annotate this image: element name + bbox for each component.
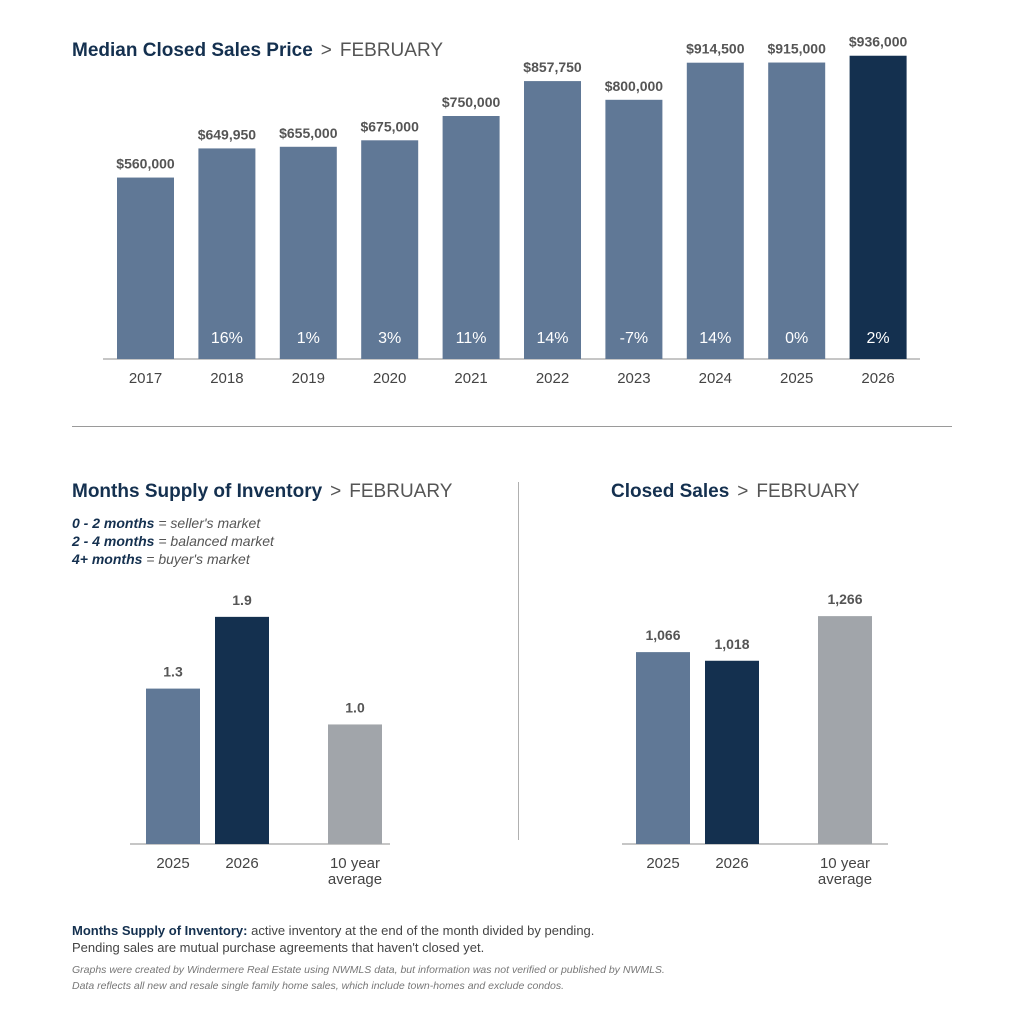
bar-value-label: $936,000 <box>849 34 908 50</box>
percent-change-label: 3% <box>378 330 401 347</box>
percent-change-label: 16% <box>211 330 243 347</box>
sales-title-month: FEBRUARY <box>756 481 860 502</box>
footnote-text: active inventory at the end of the month… <box>247 923 595 938</box>
percent-change-label: 0% <box>785 330 808 347</box>
bar <box>146 688 200 844</box>
x-tick-label: 2024 <box>699 370 732 387</box>
percent-change-label: -7% <box>620 330 648 347</box>
bar-value-label: $560,000 <box>116 156 175 172</box>
x-tick-label: 2021 <box>454 370 487 387</box>
price-title-text: Median Closed Sales Price <box>72 40 313 61</box>
legend-item: 0 - 2 months = seller's market <box>72 514 274 532</box>
bar <box>686 62 744 360</box>
legend-desc: = balanced market <box>154 533 274 549</box>
bar-value-label: $800,000 <box>605 78 664 94</box>
price-chart-title: Median Closed Sales Price > FEBRUARY <box>72 40 443 62</box>
bar <box>636 652 690 844</box>
disclaimer: Graphs were created by Windermere Real E… <box>72 962 665 994</box>
bar <box>279 146 337 359</box>
bar-value-label: $914,500 <box>686 41 745 57</box>
x-tick-label: 2023 <box>617 370 650 387</box>
bar <box>768 62 826 359</box>
percent-change-label: 14% <box>699 330 731 347</box>
bar <box>605 99 663 360</box>
footnote-line2: Pending sales are mutual purchase agreem… <box>72 940 485 955</box>
section-divider-vertical <box>518 482 519 840</box>
bar-value-label: $915,000 <box>767 41 826 57</box>
footnote: Months Supply of Inventory: active inven… <box>72 922 594 956</box>
x-tick-label: 2026 <box>861 370 894 387</box>
bar <box>442 116 500 359</box>
disclaimer-line1: Graphs were created by Windermere Real E… <box>72 964 665 976</box>
bar-value-label: 1,018 <box>714 636 749 652</box>
bar-value-label: 1.3 <box>163 664 183 680</box>
bar-value-label: 1.0 <box>345 699 365 715</box>
sales-title-text: Closed Sales <box>611 481 730 502</box>
bar <box>818 616 872 844</box>
bar-value-label: $857,750 <box>523 59 582 75</box>
bar <box>328 724 382 844</box>
price-title-separator: > <box>320 40 332 61</box>
x-tick-label: 2025 <box>780 370 813 387</box>
percent-change-label: 14% <box>536 330 568 347</box>
x-tick-label: 2025 <box>646 855 679 872</box>
x-tick-label: 2017 <box>129 370 162 387</box>
bar <box>524 81 581 360</box>
legend-range: 2 - 4 months <box>72 533 155 549</box>
bar-value-label: $750,000 <box>442 94 501 110</box>
inventory-chart-title: Months Supply of Inventory > FEBRUARY <box>72 481 452 503</box>
x-tick-label: 10 year <box>330 855 380 872</box>
x-tick-label: 10 year <box>820 855 870 872</box>
legend-range: 0 - 2 months <box>72 515 155 531</box>
percent-change-label: 2% <box>867 330 890 347</box>
bar-value-label: 1.9 <box>232 592 252 608</box>
percent-change-label: 11% <box>456 330 487 347</box>
percent-change-label: 1% <box>297 330 320 347</box>
bar <box>849 55 907 360</box>
x-tick-label: 2018 <box>210 370 243 387</box>
bar <box>198 148 256 359</box>
inventory-title-text: Months Supply of Inventory <box>72 481 323 502</box>
bar <box>705 660 759 844</box>
bar-value-label: 1,066 <box>645 627 680 643</box>
x-tick-label: average <box>328 871 382 888</box>
section-divider <box>72 426 952 427</box>
legend-range: 4+ months <box>72 551 143 567</box>
price-bar-chart: $560,000 2017 $649,950 16% 2018 $655,000 1% 201… <box>103 34 920 387</box>
inventory-title-separator: > <box>330 481 342 502</box>
price-title-month: FEBRUARY <box>339 40 443 61</box>
bar <box>117 177 174 359</box>
inventory-legend: 0 - 2 months = seller's market 2 - 4 mon… <box>72 514 274 568</box>
legend-desc: = seller's market <box>154 515 261 531</box>
bar-value-label: $655,000 <box>279 125 338 141</box>
bar <box>215 616 269 844</box>
x-tick-label: 2020 <box>373 370 406 387</box>
x-tick-label: 2022 <box>536 370 569 387</box>
bar-value-label: $649,950 <box>198 126 257 142</box>
x-tick-label: 2026 <box>225 855 258 872</box>
footnote-label: Months Supply of Inventory: <box>72 923 248 938</box>
sales-title-separator: > <box>737 481 749 502</box>
bar-value-label: $675,000 <box>360 118 419 134</box>
legend-desc: = buyer's market <box>142 551 250 567</box>
legend-item: 2 - 4 months = balanced market <box>72 532 274 550</box>
sales-chart-title: Closed Sales > FEBRUARY <box>611 481 860 503</box>
bar-value-label: 1,266 <box>827 591 862 607</box>
bar <box>361 140 419 359</box>
x-tick-label: 2019 <box>292 370 325 387</box>
x-tick-label: average <box>818 871 872 888</box>
disclaimer-line2: Data reflects all new and resale single … <box>72 980 565 992</box>
x-tick-label: 2025 <box>156 855 189 872</box>
inventory-title-month: FEBRUARY <box>349 481 453 502</box>
legend-item: 4+ months = buyer's market <box>72 550 274 568</box>
x-tick-label: 2026 <box>715 855 748 872</box>
